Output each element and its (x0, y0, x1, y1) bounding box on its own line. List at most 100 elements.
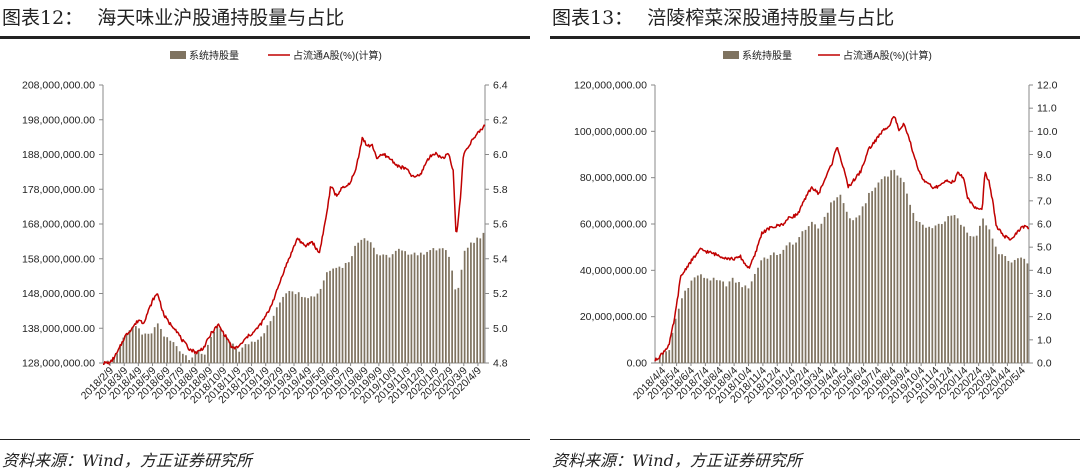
bar (845, 211, 848, 363)
legend-label-line: 占流通A股(%)(计算) (843, 49, 932, 62)
bar (947, 216, 950, 363)
bar (135, 326, 137, 363)
bar (338, 266, 341, 363)
figure-title: 图表12： 海天味业沪股通持股量与占比 (2, 3, 344, 33)
bar (681, 298, 683, 363)
y-right-tick-label: 6.2 (493, 114, 508, 126)
bar (982, 218, 984, 363)
bar (131, 326, 134, 363)
bar (899, 177, 902, 363)
bar (388, 257, 391, 363)
bar (254, 341, 256, 363)
bar (413, 252, 416, 363)
bar (319, 288, 322, 363)
bar (706, 278, 709, 363)
bar (316, 293, 319, 363)
legend-swatch-bar (723, 51, 739, 59)
bar (441, 248, 444, 363)
bar (979, 225, 981, 363)
bar (326, 272, 328, 363)
y-right-tick-label: 7.0 (1037, 195, 1052, 207)
bar (950, 215, 953, 363)
bar (944, 221, 946, 363)
bar (684, 290, 686, 363)
bar (423, 254, 425, 363)
y-right-tick-label: 9.0 (1037, 149, 1052, 161)
bar (141, 334, 143, 363)
bar (734, 282, 737, 363)
bar (363, 238, 366, 363)
bar (722, 281, 725, 363)
bar (719, 280, 721, 363)
bar (269, 321, 272, 363)
bar (476, 237, 479, 363)
y-left-tick-label: 188,000,000.00 (22, 149, 95, 161)
bar (304, 297, 306, 363)
bar (804, 229, 807, 363)
bar (463, 250, 466, 363)
bar (113, 357, 115, 363)
bar (191, 357, 194, 363)
y-right-tick-label: 6.4 (493, 80, 508, 92)
bar (934, 225, 937, 363)
legend-swatch-bar (170, 51, 186, 59)
bar (855, 217, 858, 363)
bar (291, 291, 294, 363)
bar (426, 251, 428, 363)
source-rule (550, 439, 1080, 440)
bar (473, 242, 475, 363)
bar (379, 255, 381, 363)
bar (169, 340, 172, 363)
bar (466, 247, 469, 363)
bar (868, 192, 870, 363)
bar (419, 252, 422, 363)
bar (785, 245, 788, 363)
bar (407, 254, 410, 363)
bar (792, 244, 794, 363)
y-left-tick-label: 60,000,000.00 (580, 219, 647, 231)
bar (207, 344, 209, 363)
bar (429, 250, 432, 363)
bar (282, 296, 284, 363)
bar (668, 350, 671, 363)
bar (671, 332, 674, 363)
bar (814, 224, 816, 363)
bar (382, 254, 385, 363)
line-series (102, 124, 486, 366)
bar (969, 236, 972, 363)
bar (247, 344, 250, 363)
bar (332, 268, 334, 363)
bar (279, 302, 281, 363)
bar (776, 255, 778, 363)
bar (725, 286, 728, 363)
y-left-tick-label: 208,000,000.00 (22, 80, 95, 92)
bar (119, 346, 122, 363)
bar (693, 277, 696, 363)
bar (795, 242, 797, 363)
bar (994, 246, 997, 363)
bar (250, 341, 253, 363)
bar (807, 226, 810, 363)
bar (435, 250, 438, 363)
bar (347, 262, 350, 363)
bar (410, 254, 413, 363)
y-left-tick-label: 148,000,000.00 (22, 288, 95, 300)
figure-label: 图表12： (2, 7, 84, 29)
bar (712, 277, 715, 363)
bar (833, 200, 835, 363)
bar (665, 351, 667, 363)
bar (852, 220, 854, 363)
bar (257, 339, 259, 363)
bar (823, 216, 826, 363)
bar-series (655, 169, 1029, 363)
bar (225, 336, 228, 363)
bar (197, 351, 200, 363)
bar (1013, 259, 1016, 363)
y-right-tick-label: 4.8 (493, 358, 508, 370)
bar (416, 255, 419, 363)
bar (219, 328, 222, 363)
bar (272, 315, 275, 363)
bar (703, 277, 705, 363)
bar (181, 353, 184, 363)
bar (385, 254, 388, 363)
